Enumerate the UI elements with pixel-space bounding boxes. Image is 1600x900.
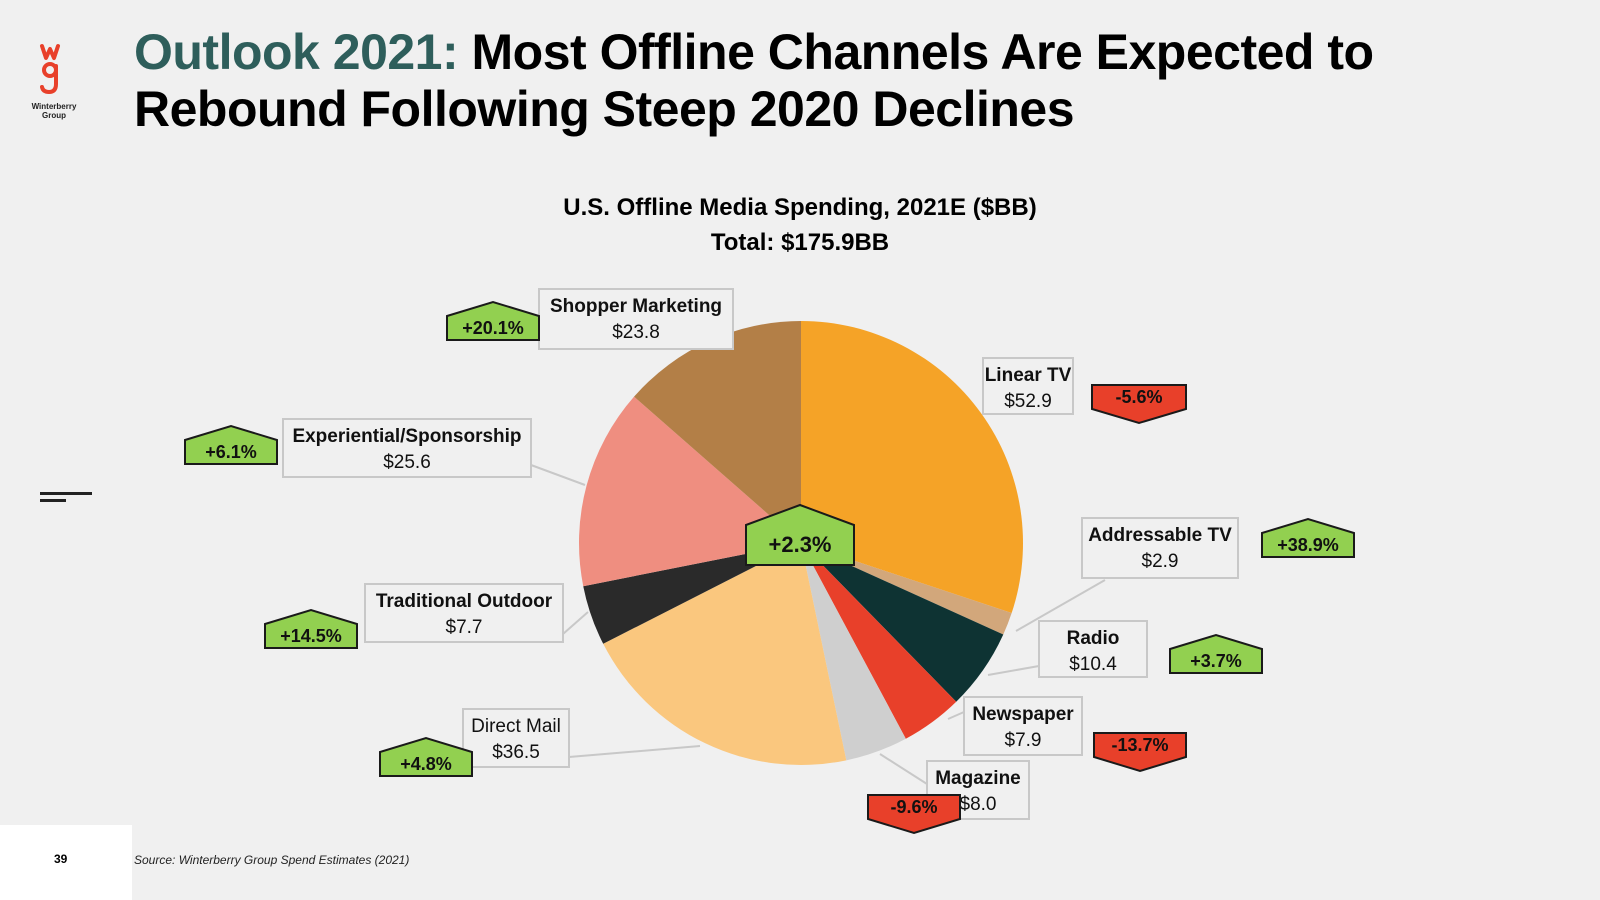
change-badge-direct-mail-text: +4.8% [400, 754, 452, 774]
change-badge-shopper-marketing-text: +20.1% [462, 318, 524, 338]
change-badge-newspaper: -13.7% [1093, 732, 1187, 773]
chart-total: Total: $175.9BB [710, 229, 890, 256]
change-badge-linear-tv: -5.6% [1091, 384, 1187, 425]
slice-label-name: Shopper Marketing [550, 296, 722, 317]
slice-label-radio: Radio $10.4 [1038, 620, 1148, 678]
slice-label-value: $10.4 [1069, 654, 1117, 675]
pie-slice-newspaper [801, 543, 957, 739]
change-badge-direct-mail: +4.8% [379, 736, 473, 777]
leader-line-experiential-sponsorship [530, 464, 586, 486]
slice-label-direct-mail: Direct Mail $36.5 [462, 708, 570, 768]
change-badge-linear-tv-text: -5.6% [1115, 387, 1162, 407]
leader-line-addressable-tv [1015, 579, 1106, 632]
change-badge-traditional-outdoor: +14.5% [264, 608, 358, 649]
logo-caption-line1: Winterberry [31, 102, 77, 111]
leader-line-traditional-outdoor [562, 611, 589, 635]
leader-line-magazine [879, 753, 928, 785]
slice-label-box [1081, 517, 1239, 579]
slice-label-name: Newspaper [972, 704, 1074, 725]
title-accent: Outlook 2021: [134, 24, 459, 80]
slice-label-box [462, 708, 570, 768]
page-number-box [0, 825, 132, 900]
wg-logo-mark-icon [40, 44, 60, 95]
slice-label-value: $2.9 [1142, 551, 1179, 572]
slice-label-name: Linear TV [985, 365, 1072, 386]
page-title: Outlook 2021: Most Offline Channels Are … [134, 24, 1554, 138]
change-badge-addressable-tv: +38.9% [1261, 517, 1355, 558]
slice-label-name: Magazine [935, 768, 1021, 789]
pie-slice-direct-mail [603, 543, 847, 765]
change-badge-traditional-outdoor-text: +14.5% [280, 626, 342, 646]
slice-label-value: $7.7 [446, 617, 483, 638]
change-badge-radio-shape [1169, 633, 1263, 674]
slice-label-addressable-tv: Addressable TV $2.9 [1081, 517, 1239, 579]
slice-label-box [282, 418, 532, 478]
change-badge-direct-mail-shape [379, 736, 473, 777]
slice-label-newspaper: Newspaper $7.9 [963, 696, 1083, 756]
change-badge-linear-tv-shape [1091, 384, 1187, 425]
pie-slice-traditional-outdoor [583, 543, 801, 644]
logo-caption-line2: Group [42, 111, 66, 120]
slice-label-name: Addressable TV [1088, 525, 1232, 546]
slice-label-box [963, 696, 1083, 756]
change-badge-newspaper-shape [1093, 732, 1187, 773]
slice-label-name: Direct Mail [471, 716, 561, 737]
change-badge-shopper-marketing: +20.1% [446, 300, 540, 341]
pie-slice-magazine [801, 543, 906, 761]
slice-label-traditional-outdoor: Traditional Outdoor $7.7 [364, 583, 564, 643]
chart-title: U.S. Offline Media Spending, 2021E ($BB) [563, 194, 1037, 221]
slice-label-value: $36.5 [492, 742, 540, 763]
leader-line-radio [987, 665, 1040, 676]
pie-slice-linear-tv [801, 321, 1023, 614]
slice-label-name: Radio [1067, 628, 1120, 649]
slice-label-box [364, 583, 564, 643]
change-badge-magazine-shape [867, 794, 961, 835]
change-badge-experiential-sponsorship: +6.1% [184, 424, 278, 465]
change-badge-magazine: -9.6% [867, 794, 961, 835]
center-change-badge-text: +2.3% [769, 532, 832, 557]
slice-label-shopper-marketing: Shopper Marketing $23.8 [538, 288, 734, 350]
pie-slice-shopper-marketing [634, 321, 801, 543]
slice-label-name: Experiential/Sponsorship [292, 426, 521, 447]
center-change-badge: +2.3% [745, 503, 855, 566]
slice-label-value: $7.9 [1005, 730, 1042, 751]
leader-line-newspaper [947, 711, 965, 720]
slice-label-linear-tv: Linear TV $52.9 [982, 357, 1074, 415]
change-badge-addressable-tv-text: +38.9% [1277, 535, 1339, 555]
center-change-badge-shape [745, 503, 855, 566]
change-badge-traditional-outdoor-shape [264, 608, 358, 649]
pie-slice-radio [801, 543, 1004, 702]
change-badge-addressable-tv-shape [1261, 517, 1355, 558]
change-badge-experiential-sponsorship-text: +6.1% [205, 442, 257, 462]
page-number: 39 [54, 852, 68, 866]
change-badge-magazine-text: -9.6% [890, 797, 937, 817]
source-note: Source: Winterberry Group Spend Estimate… [134, 853, 410, 867]
title-line1: Most Offline Channels Are Expected to [458, 24, 1375, 80]
title-line2: Rebound Following Steep 2020 Declines [134, 81, 1075, 137]
slice-label-experiential-sponsorship: Experiential/Sponsorship $25.6 [282, 418, 532, 478]
slide-nav-handle[interactable] [40, 492, 96, 506]
slice-label-value: $25.6 [383, 452, 431, 473]
slice-label-value: $52.9 [1004, 391, 1052, 412]
slice-label-value: $8.0 [960, 794, 997, 815]
slice-label-box [1038, 620, 1148, 678]
change-badge-shopper-marketing-shape [446, 300, 540, 341]
leader-line-direct-mail [568, 745, 701, 758]
slice-label-box [982, 357, 1074, 415]
winterberry-logo: Winterberry Group [22, 42, 86, 126]
slice-label-value: $23.8 [612, 322, 660, 343]
change-badge-experiential-sponsorship-shape [184, 424, 278, 465]
change-badge-radio: +3.7% [1169, 633, 1263, 674]
slice-label-name: Traditional Outdoor [376, 591, 553, 612]
change-badge-radio-text: +3.7% [1190, 651, 1242, 671]
change-badge-newspaper-text: -13.7% [1111, 735, 1168, 755]
